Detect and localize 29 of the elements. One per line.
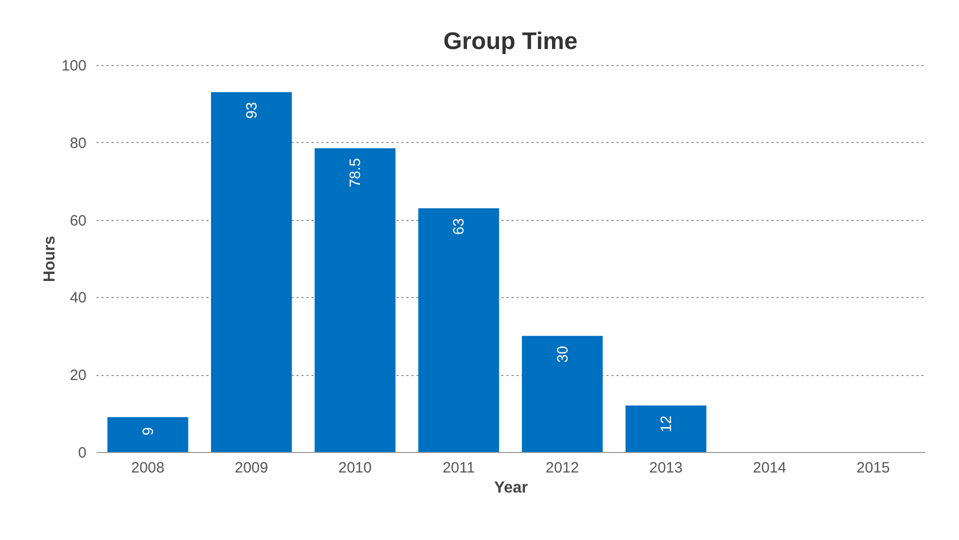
bar <box>626 406 706 452</box>
x-tick-label: 2009 <box>234 460 268 476</box>
data-label: 12 <box>658 416 675 432</box>
y-tick-label: 80 <box>70 134 86 152</box>
y-tick-label: 20 <box>70 367 86 384</box>
data-label: 30 <box>554 346 572 363</box>
y-tick-label: 0 <box>78 444 86 462</box>
x-axis-title: Year <box>494 480 528 496</box>
bar <box>522 336 603 452</box>
y-tick-label: 40 <box>70 290 86 307</box>
bar <box>418 208 500 452</box>
bar <box>314 148 396 452</box>
y-axis-title: Hours <box>41 236 58 282</box>
chart-title: Group Time <box>443 28 578 55</box>
data-label: 9 <box>140 427 157 436</box>
x-tick-label: 2008 <box>131 460 164 476</box>
x-tick-label: 2013 <box>649 460 683 476</box>
x-tick-label: 2010 <box>338 460 372 476</box>
bar <box>211 92 292 452</box>
x-tick-label: 2015 <box>856 460 890 476</box>
x-tick-label: 2012 <box>546 460 579 476</box>
x-tick-label: 2011 <box>442 460 475 476</box>
bar <box>107 417 188 452</box>
data-label: 93 <box>243 102 260 119</box>
y-tick-label: 60 <box>70 212 86 230</box>
y-tick-label: 100 <box>61 58 86 74</box>
data-label: 63 <box>450 218 468 235</box>
x-tick-label: 2014 <box>752 460 786 476</box>
data-label: 78.5 <box>347 158 364 188</box>
